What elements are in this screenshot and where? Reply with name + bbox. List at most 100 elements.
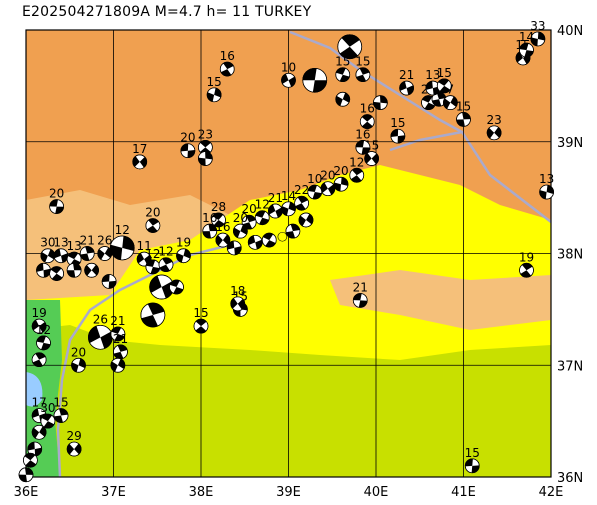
focal-mechanism <box>84 262 99 278</box>
depth-label: 12 <box>349 155 364 169</box>
focal-mechanism: 13 <box>425 68 441 96</box>
focal-mechanism <box>49 266 64 281</box>
beachball-outline <box>219 61 235 77</box>
beachball-outline <box>169 279 184 295</box>
focal-mechanism: 20 <box>145 206 161 233</box>
depth-label: 16 <box>215 220 230 234</box>
focal-mechanism: 21 <box>113 332 128 360</box>
beachball-outline <box>261 232 277 248</box>
beachball-outline <box>97 246 113 261</box>
beachball-compression <box>422 95 435 110</box>
beachball-outline <box>241 214 257 230</box>
depth-label: 17 <box>31 396 46 410</box>
beachball-outline <box>268 203 283 219</box>
beachball-outline <box>49 266 64 281</box>
depth-label: 23 <box>198 127 213 141</box>
focal-mechanism: 19 <box>31 306 47 334</box>
depth-label: 13 <box>66 239 81 253</box>
latitude-label: 37N <box>557 359 583 374</box>
beachball-outline <box>230 296 246 312</box>
depth-label: 21 <box>80 234 95 248</box>
beachball-compression <box>159 257 173 272</box>
depth-label: 12 <box>115 223 130 237</box>
focal-mechanism: 15 <box>335 55 351 83</box>
beachball-compression <box>364 152 379 165</box>
beachball-outline <box>335 67 351 83</box>
beachball-outline <box>193 318 209 334</box>
beachball-outline <box>180 143 196 159</box>
focal-mechanism <box>373 95 388 110</box>
beachball-outline <box>66 441 82 457</box>
beachball-compression <box>32 319 47 333</box>
beachball-outline <box>132 154 148 170</box>
focal-mechanism: 21 <box>80 234 95 261</box>
beachball-outline <box>364 151 379 166</box>
beachball-compression <box>373 95 388 110</box>
focal-mechanism: 12 <box>36 323 51 351</box>
depth-label: 20 <box>145 206 160 220</box>
beachball-compression <box>539 185 554 199</box>
depth-label: 22 <box>294 183 309 197</box>
depth-label: 26 <box>93 312 108 326</box>
beachball-outline <box>373 95 388 110</box>
focal-mechanism: 10 <box>281 60 296 88</box>
depth-label: 20 <box>320 169 335 183</box>
beachball-compression <box>336 67 350 82</box>
focal-mechanism: 30 <box>40 236 56 264</box>
beachball-compression <box>268 204 283 218</box>
longitude-label: 36E <box>14 485 39 500</box>
beachball-compression <box>465 458 480 473</box>
beachball-outline <box>109 235 135 261</box>
focal-mechanism: 16 <box>355 127 371 155</box>
focal-mechanism <box>261 232 277 248</box>
beachball-compression <box>27 442 42 457</box>
focal-mechanism: 15 <box>390 116 406 144</box>
focal-mechanism <box>27 441 43 457</box>
focal-mechanism: 15 <box>206 75 222 103</box>
beachball-compression <box>285 224 300 239</box>
beachball-outline <box>215 232 231 248</box>
focal-mechanism: 13 <box>53 236 69 264</box>
beachball-compression <box>262 233 276 248</box>
beachball-compression <box>32 352 46 367</box>
beachball-compression <box>88 325 113 349</box>
depth-label: 29 <box>66 429 81 443</box>
beachball-outline <box>110 357 126 373</box>
beachball-compression <box>212 212 225 227</box>
beachball-compression <box>456 112 471 127</box>
depth-label: 14 <box>281 189 296 203</box>
depth-label: 26 <box>97 234 112 248</box>
focal-mechanism: 21 <box>110 314 126 342</box>
beachball-compression <box>333 177 348 192</box>
depth-label: 16 <box>220 49 235 63</box>
longitude-label: 38E <box>189 485 214 500</box>
depth-label: 13 <box>539 172 554 186</box>
depth-label: 15 <box>355 55 370 69</box>
focal-mechanism <box>23 452 38 468</box>
focal-mechanism <box>169 279 184 295</box>
focal-mechanism <box>335 91 351 107</box>
focal-mechanism <box>298 212 314 228</box>
beachball-compression <box>180 143 195 158</box>
beachball-compression <box>36 263 51 278</box>
focal-mechanism: 17 <box>132 142 148 170</box>
region: TURKEY <box>255 4 312 20</box>
beachball-outline <box>71 357 86 373</box>
beachball-compression <box>71 358 86 373</box>
depth-label: 16 <box>202 211 217 225</box>
latitude-label: 38N <box>557 248 583 263</box>
depth-label: 20 <box>333 164 348 178</box>
depth-label: 15 <box>206 75 221 89</box>
beachball-outline <box>530 31 546 47</box>
beachball-compression <box>169 280 184 295</box>
depth-label: 30 <box>40 401 55 415</box>
latitude-label: 39N <box>557 136 583 151</box>
upland-area <box>330 270 551 330</box>
beachball-compression <box>80 246 95 261</box>
depth-label: 19 <box>519 250 534 264</box>
depth-label: 23 <box>486 113 501 127</box>
beachball-outline <box>198 151 213 166</box>
depth-label: 33 <box>530 19 545 33</box>
depth-label: 13 <box>53 236 68 250</box>
focal-mechanism: 28 <box>211 200 226 228</box>
